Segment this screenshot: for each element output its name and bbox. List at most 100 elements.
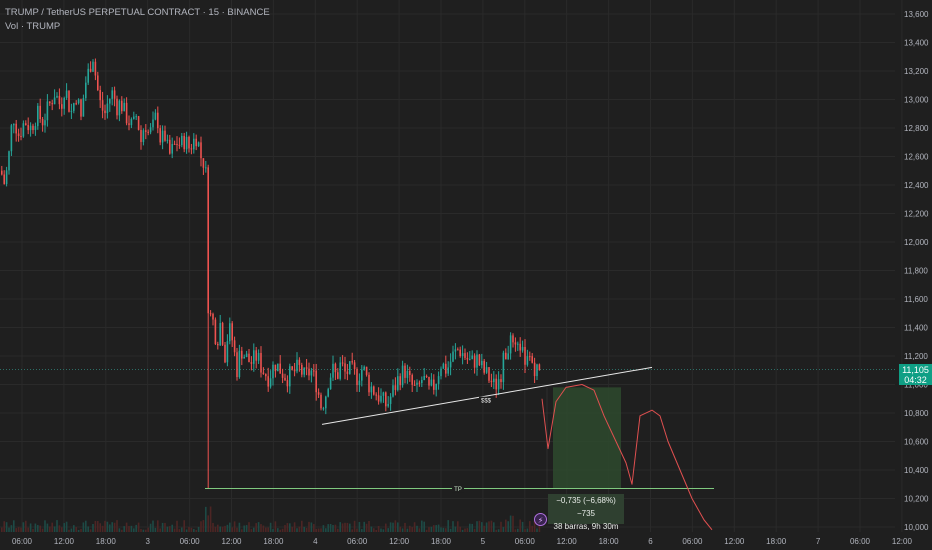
candle-body bbox=[58, 95, 61, 105]
candle-body bbox=[152, 119, 154, 128]
candle-body bbox=[157, 112, 159, 129]
candle-body bbox=[521, 346, 524, 351]
candle-body bbox=[17, 133, 20, 137]
candle-body bbox=[171, 143, 173, 154]
candle-body bbox=[262, 372, 265, 375]
volume-bar bbox=[339, 522, 341, 532]
volume-bar bbox=[509, 515, 512, 532]
candle-body bbox=[109, 98, 111, 104]
volume-bar bbox=[68, 529, 70, 532]
measure-rect bbox=[553, 387, 621, 489]
volume-bar bbox=[358, 521, 361, 532]
time-tick-label: 06:00 bbox=[347, 537, 368, 546]
price-tick-label: 10,400 bbox=[904, 466, 929, 475]
candle-body bbox=[411, 375, 413, 385]
volume-bar bbox=[315, 528, 317, 532]
candle-body bbox=[214, 319, 217, 344]
volume-bar bbox=[32, 529, 34, 532]
time-tick-label: 12:00 bbox=[54, 537, 75, 546]
candle-body bbox=[389, 396, 392, 404]
candle-body bbox=[272, 364, 274, 379]
candle-body bbox=[195, 138, 197, 147]
volume-bar bbox=[125, 522, 128, 532]
volume-bar bbox=[142, 529, 145, 532]
candle-body bbox=[27, 125, 29, 131]
time-tick-label: 18:00 bbox=[263, 537, 284, 546]
chart-legend: TRUMP / TetherUS PERPETUAL CONTRACT · 15… bbox=[5, 6, 270, 34]
volume-bar bbox=[37, 525, 39, 532]
volume-bar bbox=[452, 521, 454, 532]
candle-body bbox=[317, 392, 320, 395]
candle-body bbox=[406, 370, 409, 378]
volume-bar bbox=[173, 528, 176, 532]
volume-bar bbox=[389, 522, 392, 532]
volume-bar bbox=[313, 524, 315, 532]
volume-bar bbox=[202, 520, 205, 532]
time-tick-label: 06:00 bbox=[180, 537, 201, 546]
candle-body bbox=[485, 367, 488, 373]
volume-bar bbox=[265, 527, 267, 532]
candle-body bbox=[368, 374, 370, 393]
volume-bar bbox=[476, 521, 478, 532]
candle-body bbox=[133, 116, 135, 119]
candle-body bbox=[464, 353, 466, 358]
volume-bar bbox=[274, 521, 277, 532]
volume-bar bbox=[500, 521, 502, 532]
volume-bar bbox=[70, 528, 73, 532]
time-tick-label: 18:00 bbox=[766, 537, 787, 546]
volume-bar bbox=[365, 523, 368, 532]
volume-bar bbox=[22, 522, 25, 532]
volume-bar bbox=[353, 520, 356, 532]
volume-bar bbox=[238, 522, 241, 532]
candle-body bbox=[437, 376, 440, 384]
volume-bar bbox=[387, 528, 389, 532]
candle-body bbox=[250, 362, 253, 364]
candle-body bbox=[356, 369, 358, 386]
volume-bar bbox=[399, 526, 401, 532]
volume-bar bbox=[269, 522, 272, 532]
volume-bar bbox=[46, 523, 49, 532]
candle-body bbox=[53, 97, 56, 105]
candle-body bbox=[339, 362, 341, 379]
bar-countdown: 04:32 bbox=[904, 375, 927, 385]
volume-bar bbox=[224, 525, 226, 532]
candle-body bbox=[169, 139, 171, 154]
candle-body bbox=[401, 365, 404, 386]
candle-body bbox=[481, 360, 483, 366]
candle-body bbox=[267, 376, 269, 387]
volume-bar bbox=[137, 522, 140, 532]
lightning-icon[interactable]: ⚡ bbox=[534, 513, 547, 526]
volume-bar bbox=[135, 524, 137, 532]
volume-bar bbox=[113, 522, 116, 532]
candle-body bbox=[260, 352, 262, 373]
volume-bar bbox=[140, 528, 142, 532]
volume-bar bbox=[248, 522, 250, 532]
volume-bar bbox=[20, 527, 22, 532]
candle-body bbox=[291, 366, 293, 370]
candle-body bbox=[286, 380, 289, 387]
volume-bar bbox=[356, 528, 358, 532]
candle-body bbox=[15, 123, 17, 134]
volume-bar bbox=[373, 528, 375, 532]
volume-bar bbox=[488, 521, 490, 532]
time-tick-label: 3 bbox=[145, 537, 150, 546]
volume-bar bbox=[92, 523, 94, 532]
volume-bar bbox=[416, 525, 418, 532]
time-tick-label: 06:00 bbox=[12, 537, 33, 546]
price-tick-label: 10,000 bbox=[904, 523, 929, 532]
time-tick-label: 18:00 bbox=[96, 537, 117, 546]
candle-body bbox=[502, 352, 505, 383]
candle-body bbox=[128, 123, 130, 126]
volume-bar bbox=[217, 524, 219, 532]
volume-bar bbox=[17, 527, 20, 532]
measure-change-text: −0,735 (−6,68%) −735 bbox=[556, 496, 616, 518]
candle-body bbox=[39, 105, 41, 120]
volume-bar bbox=[495, 529, 497, 532]
candle-body bbox=[185, 136, 188, 150]
volume-bar bbox=[437, 524, 440, 532]
volume-bar bbox=[332, 524, 334, 532]
candle-body bbox=[188, 136, 190, 149]
candle-body bbox=[315, 370, 317, 393]
candle-body bbox=[181, 135, 183, 146]
